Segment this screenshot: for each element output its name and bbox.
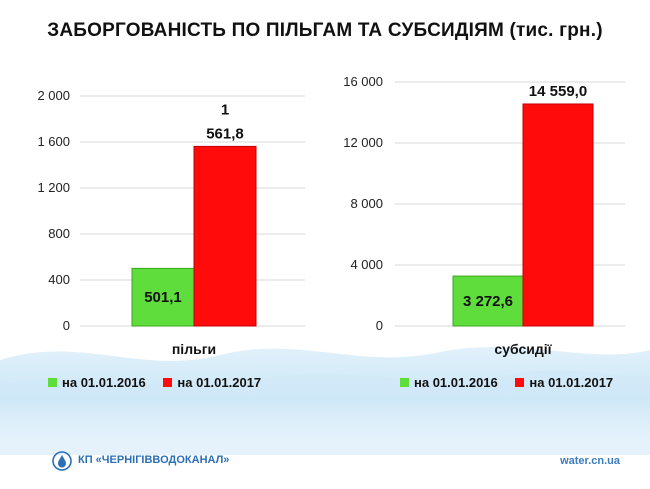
- legend-swatch: [48, 378, 57, 387]
- y-tick-label: 1 200: [37, 180, 70, 195]
- legend-label: на 01.01.2017: [177, 375, 262, 390]
- y-tick-label: 800: [48, 226, 70, 241]
- legend-item: на 01.01.2017: [515, 375, 613, 390]
- chart-subsydii: 0 4 000 8 000 12 000 16 000 3 272,6 14 559,0 су…: [325, 60, 650, 400]
- legend-swatch: [515, 378, 525, 387]
- bar-2016: [452, 275, 524, 327]
- y-tick-label: 0: [376, 318, 383, 333]
- y-tick-label: 4 000: [350, 257, 383, 272]
- bar-2017: [522, 103, 594, 327]
- data-label: 14 559,0: [529, 83, 587, 100]
- bar-2016: [131, 267, 195, 327]
- bar-2017: [193, 145, 257, 327]
- legend-item: на 01.01.2017: [163, 375, 261, 390]
- data-label: 561,8: [206, 125, 244, 142]
- category-label: субсидії: [494, 341, 552, 357]
- legend-right: на 01.01.2016 на 01.01.2017: [400, 375, 627, 390]
- data-label: 501,1: [144, 289, 182, 306]
- legend-left: на 01.01.2016 на 01.01.2017: [48, 375, 275, 390]
- data-label: 1: [221, 101, 229, 118]
- category-label: пільги: [172, 341, 216, 357]
- y-tick-label: 1 600: [37, 134, 70, 149]
- water-wave-decoration: [0, 347, 650, 455]
- legend-swatch: [163, 378, 173, 387]
- legend-label: на 01.01.2017: [529, 375, 614, 390]
- legend-label: на 01.01.2016: [62, 375, 146, 390]
- legend-item: на 01.01.2016: [48, 375, 146, 390]
- legend-label: на 01.01.2016: [414, 375, 498, 390]
- y-tick-label: 16 000: [343, 74, 383, 89]
- legend-swatch: [400, 378, 409, 387]
- y-tick-label: 8 000: [350, 196, 383, 211]
- chart-pilhy-svg: 0 400 800 1 200 1 600 2 000 501,1 1 561,8 пільги: [37, 88, 305, 357]
- y-tick-label: 12 000: [343, 135, 383, 150]
- legend-item: на 01.01.2016: [400, 375, 498, 390]
- chart-subsydii-svg: 0 4 000 8 000 12 000 16 000 3 272,6 14 559,0 су…: [343, 74, 625, 357]
- data-label: 3 272,6: [463, 293, 513, 310]
- page-title: ЗАБОРГОВАНІСТЬ ПО ПІЛЬГАМ ТА СУБСИДІЯМ (…: [47, 20, 603, 41]
- y-tick-label: 0: [63, 318, 70, 333]
- y-tick-label: 2 000: [37, 88, 70, 103]
- y-tick-label: 400: [48, 272, 70, 287]
- chart-pilhy: 0 400 800 1 200 1 600 2 000 501,1 1 561,8 пільги: [0, 60, 325, 400]
- footer-url[interactable]: water.cn.ua: [560, 455, 620, 467]
- footer-org-name: КП «ЧЕРНІГІВВОДОКАНАЛ»: [78, 454, 230, 466]
- drop-logo-icon: [52, 451, 72, 471]
